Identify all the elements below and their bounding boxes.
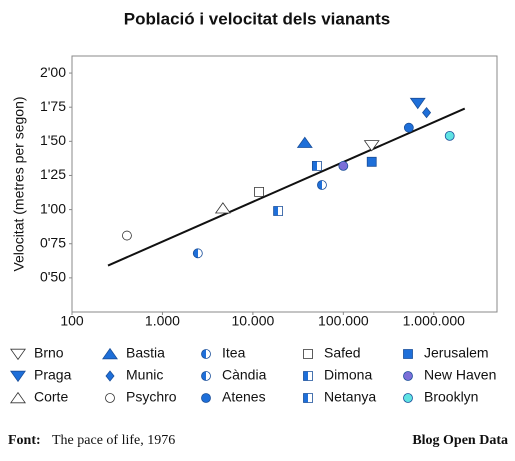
legend-label: Atenes: [222, 389, 266, 405]
legend-marker: [201, 371, 211, 381]
point: [317, 180, 327, 190]
credit: Blog Open Data: [412, 433, 508, 448]
point: [403, 122, 414, 133]
legend-label: Bastia: [126, 345, 165, 361]
x-tick-label: 1.000.000: [403, 313, 465, 329]
source-label: Font:: [8, 433, 41, 448]
legend-label: Netanya: [324, 389, 376, 405]
legend-label: Itea: [222, 345, 246, 361]
point: [422, 107, 432, 119]
source: The pace of life, 1976: [52, 433, 175, 448]
legend-marker: [105, 370, 115, 382]
point: [311, 161, 322, 171]
x-tick-label: 100: [60, 313, 84, 329]
point: [214, 202, 231, 214]
legend-label: Dimona: [324, 367, 372, 383]
chart-title: Població i velocitat dels vianants: [124, 9, 390, 28]
legend-marker: [10, 391, 26, 404]
legend-marker: [403, 371, 413, 381]
legend-label: Munic: [126, 367, 163, 383]
x-tick-label: 10.000: [231, 313, 274, 329]
legend-label: New Haven: [424, 367, 496, 383]
legend-label: Jerusalem: [424, 345, 489, 361]
plot-frame: [71, 55, 498, 313]
legend-marker: [403, 349, 413, 359]
legend-marker: [102, 347, 118, 360]
legend-marker: [10, 370, 26, 383]
y-tick-label: 1'25: [40, 166, 66, 182]
y-tick-label: 0'50: [40, 269, 66, 285]
legend-label: Praga: [34, 367, 72, 383]
y-tick-label: 2'00: [40, 64, 66, 80]
y-tick-label: 0'75: [40, 234, 66, 250]
x-tick-label: 1.000: [145, 313, 180, 329]
point: [296, 136, 313, 148]
point: [273, 206, 284, 216]
point: [254, 186, 264, 197]
legend-marker: [105, 393, 115, 403]
legend-label: Brno: [34, 345, 64, 361]
y-tick-label: 1'75: [40, 98, 66, 114]
point: [409, 97, 426, 110]
legend-marker: [303, 393, 313, 403]
legend-label: Psychro: [126, 389, 177, 405]
legend-marker: [10, 348, 26, 361]
point: [363, 140, 380, 152]
legend-marker: [303, 371, 313, 381]
legend-marker: [403, 393, 413, 403]
y-tick-label: 1'00: [40, 200, 66, 216]
legend-label: Corte: [34, 389, 68, 405]
legend-label: Safed: [324, 345, 361, 361]
legend-label: Brooklyn: [424, 389, 478, 405]
y-axis-label: Velocitat (metres per segon): [11, 96, 27, 271]
legend-marker: [201, 393, 211, 403]
legend-marker: [201, 349, 211, 359]
point: [366, 156, 377, 167]
legend-label: Càndia: [222, 367, 267, 383]
point: [338, 161, 349, 171]
legend-marker: [303, 349, 313, 359]
point: [122, 230, 132, 241]
point: [192, 248, 203, 259]
x-tick-label: 100.000: [318, 313, 369, 329]
trend-line: [107, 107, 466, 267]
point: [444, 130, 455, 141]
y-tick-label: 1'50: [40, 132, 66, 148]
